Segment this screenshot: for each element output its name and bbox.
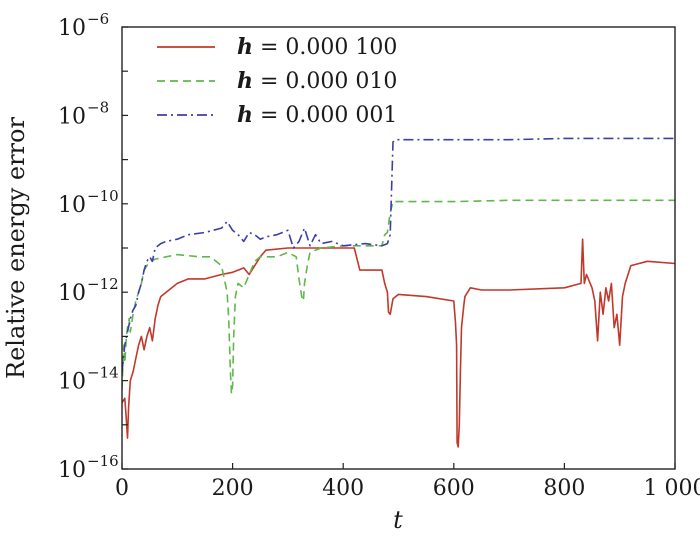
legend-label: h = 0.000 010: [237, 68, 397, 94]
legend-item: h = 0.000 001: [157, 102, 397, 128]
series-line-1: [122, 238, 675, 448]
y-tick-base: 10: [58, 193, 86, 218]
y-tick-base: 10: [58, 16, 86, 41]
y-axis-title: Relative energy error: [2, 117, 30, 379]
series-line-3: [122, 137, 675, 372]
y-tick-exponent: −12: [87, 275, 119, 293]
series-line-2: [122, 199, 675, 395]
y-tick-exponent: −14: [87, 364, 119, 382]
y-tick-label: 10 −16: [58, 452, 119, 483]
plot-frame: [121, 26, 676, 470]
y-tick-base: 10: [58, 458, 86, 483]
legend: h = 0.000 100 h = 0.000 010 h = 0.000 001: [157, 34, 397, 128]
y-tick-base: 10: [58, 370, 86, 395]
x-tick-label: 1 000: [644, 476, 700, 501]
y-tick-exponent: −10: [87, 187, 119, 205]
y-tick-label: 10 −10: [58, 187, 119, 218]
x-tick-label: 0: [115, 476, 129, 501]
x-axis: 0 200 400 600 800 1 000: [115, 463, 700, 501]
legend-label: h = 0.000 001: [237, 102, 397, 128]
y-tick-label: 10 −12: [58, 275, 119, 306]
x-tick-label: 200: [212, 476, 254, 501]
y-tick-exponent: −6: [87, 10, 109, 28]
y-tick-label: 10 −6: [58, 10, 109, 41]
y-tick-label: 10 −8: [58, 98, 109, 129]
legend-item: h = 0.000 010: [157, 68, 397, 94]
legend-label: h = 0.000 100: [237, 34, 397, 60]
x-axis-title: t: [393, 506, 403, 534]
y-tick-base: 10: [58, 104, 86, 129]
legend-item: h = 0.000 100: [157, 34, 397, 60]
y-tick-exponent: −8: [87, 98, 109, 116]
y-tick-label: 10 −14: [58, 364, 119, 395]
x-tick-label: 800: [543, 476, 585, 501]
y-tick-base: 10: [58, 281, 86, 306]
x-tick-label: 400: [322, 476, 364, 501]
series-layer: [122, 137, 675, 448]
x-tick-label: 600: [433, 476, 475, 501]
y-tick-exponent: −16: [87, 452, 119, 470]
